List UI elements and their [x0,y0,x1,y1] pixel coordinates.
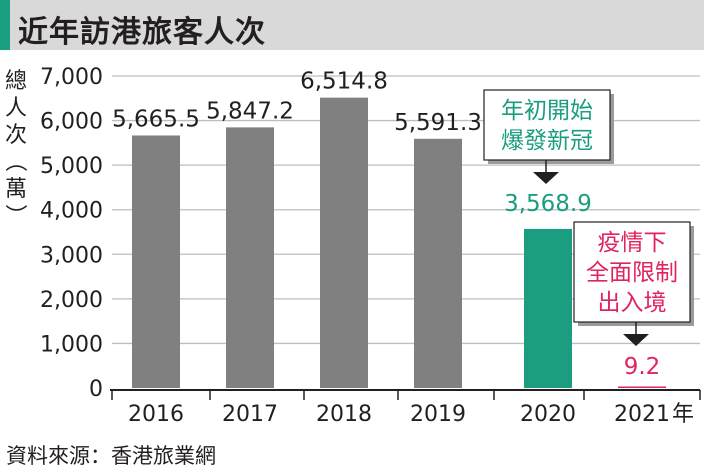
y-tick-label: 3,000 [40,243,103,268]
title-accent [0,0,10,50]
y-axis-label: 總人次（ 萬） [2,69,27,226]
annotation-text: 全面限制 [586,260,678,286]
y-axis-label-glyph: 總 [5,69,27,94]
title-bar: 近年訪港旅客人次 [0,0,704,50]
annotation-box-2020 [483,89,611,161]
bar-2020 [524,228,572,388]
data-label-2021: 9.2 [624,354,661,380]
y-tick-label: 0 [89,377,103,402]
data-label-2016: 5,665.5 [112,106,200,132]
y-axis-label-glyph: 萬 [5,177,27,202]
y-axis-label-glyph: ） [2,204,27,226]
x-tick-label: 2021 [614,402,670,427]
y-tick-label: 6,000 [40,110,103,135]
bar-2016 [132,135,180,388]
x-tick-label: 2016 [128,402,184,427]
gridlines [112,75,700,345]
x-tick-label: 2019 [410,402,466,427]
y-axis-label-glyph: （ [2,150,27,172]
y-axis-label-glyph: 人 [5,96,27,121]
x-tick-label: 2018 [316,402,372,427]
annotation-arrowhead [533,172,559,184]
y-tick-label: 1,000 [40,332,103,357]
x-tick-label: 2020 [520,402,576,427]
bar-2017 [226,127,274,388]
y-tick-label: 5,000 [40,154,103,179]
y-axis-label-glyph: 次 [5,123,27,148]
bar-chart: 0 1,000 2,000 3,000 4,000 5,000 6,000 7,000 總人次… [2,65,701,427]
bar-2019 [414,138,462,388]
y-tick-label: 2,000 [40,288,103,313]
annotation-text: 疫情下 [598,230,667,256]
x-axis-unit: 年 [672,402,694,427]
bar-2021 [618,386,666,388]
bars [132,97,666,388]
data-label-2020: 3,568.9 [504,191,592,217]
annotation-text: 年初開始 [501,98,593,124]
annotation-box-2021 [573,221,691,323]
annotation-text: 爆發新冠 [501,128,593,154]
data-label-2017: 5,847.2 [206,98,294,124]
bar-2018 [320,97,368,388]
y-tick-label: 4,000 [40,199,103,224]
annotation-arrowhead [623,334,649,346]
data-label-2018: 6,514.8 [300,69,388,95]
x-axis: 2016 2017 2018 2019 2020 2021 年 [110,389,701,427]
chart-title: 近年訪港旅客人次 [18,15,266,50]
data-label-2019: 5,591.3 [394,110,482,136]
y-tick-label: 7,000 [40,65,103,90]
y-tick-labels: 0 1,000 2,000 3,000 4,000 5,000 6,000 7,000 [40,65,103,402]
data-labels: 5,665.5 5,847.26,514.85,591.3 3,568.9 9.2 [112,69,660,380]
x-tick-label: 2017 [222,402,278,427]
source-note: 資料來源：香港旅業網 [6,444,216,468]
annotation-text: 出入境 [598,290,667,316]
